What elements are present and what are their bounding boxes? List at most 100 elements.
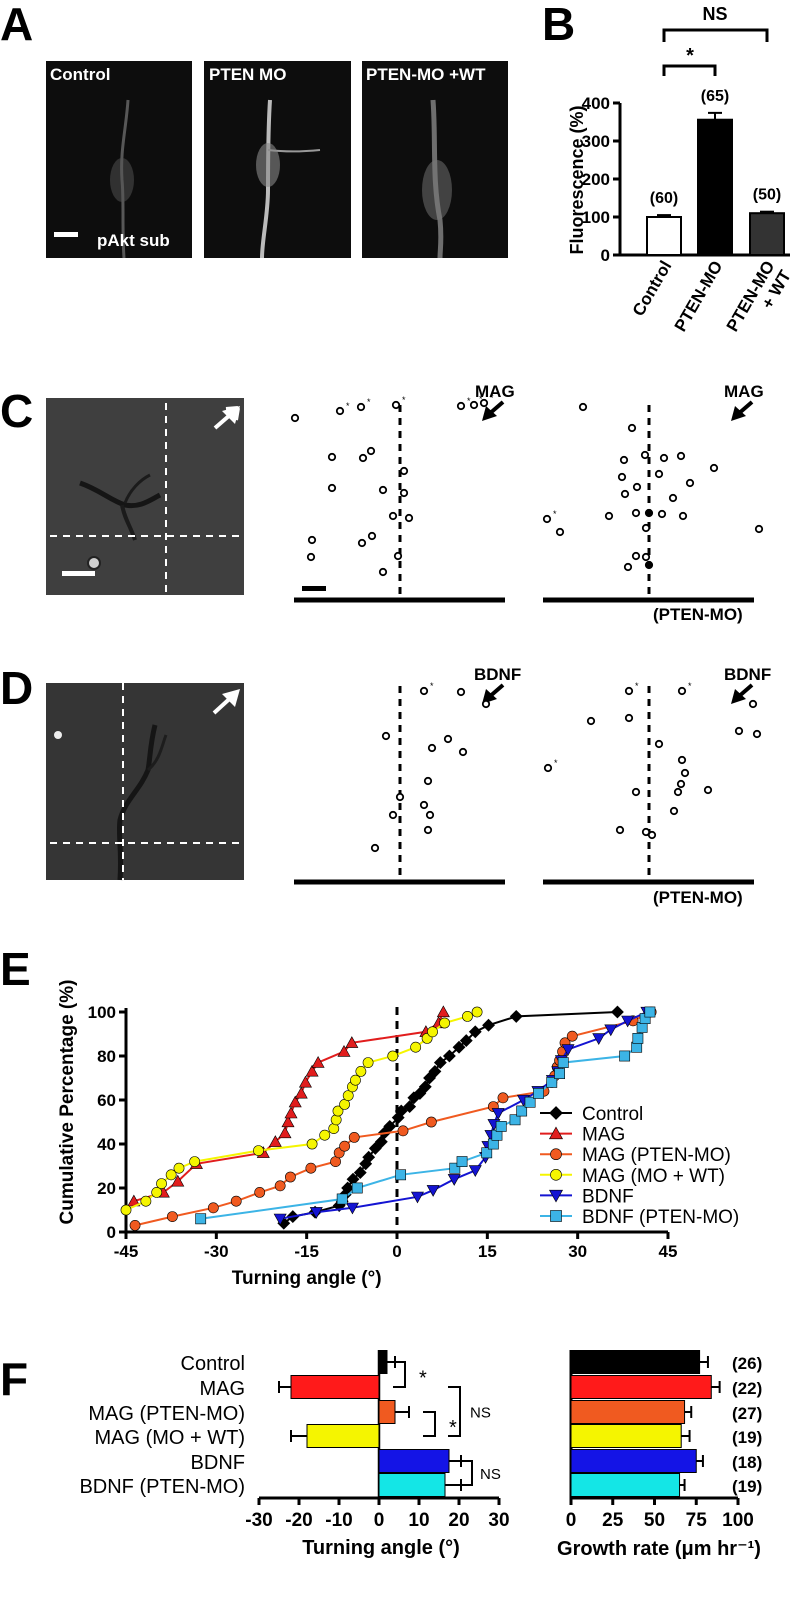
growth-cone-dot [657, 509, 667, 519]
data-point [273, 1213, 287, 1226]
data-point [332, 1105, 344, 1117]
star-marker: * [346, 401, 350, 411]
growth-cone-dot [378, 485, 388, 495]
data-point [459, 1034, 473, 1048]
growth-cone-dot [685, 478, 695, 488]
sig-label: * [419, 1368, 427, 1390]
star-marker: * [554, 758, 558, 768]
label-bdnf-left: BDNF [474, 665, 521, 684]
star-marker: * [479, 394, 483, 404]
x-tick-label: 30 [568, 1242, 587, 1261]
star-marker: * [367, 397, 371, 407]
data-point [610, 1005, 624, 1019]
category-label: MAG [199, 1378, 245, 1400]
label-pten-mo-c: (PTEN-MO) [653, 605, 743, 624]
star-marker: * [467, 396, 471, 406]
data-point [426, 1185, 440, 1197]
data-point [439, 1017, 450, 1029]
data-point [619, 1050, 631, 1062]
data-point [456, 1156, 468, 1167]
growth-cone-dot [752, 729, 762, 739]
y-axis-label: Cumulative Percentage (%) [57, 980, 78, 1225]
x-tick-label: -45 [114, 1242, 139, 1261]
growth-cone-dot [335, 406, 345, 416]
growth-cone-dot [419, 800, 429, 810]
data-point [491, 1108, 505, 1120]
data-point [549, 1106, 563, 1120]
data-point [337, 1044, 351, 1057]
x-axis-label: Growth rate (μm hr⁻¹) [557, 1538, 761, 1560]
growth-cone-dot [632, 482, 642, 492]
data-point [351, 1182, 363, 1194]
image-caption-pakt: pAkt sub [97, 231, 170, 250]
growth-cone-dot [456, 687, 466, 697]
data-point [546, 1077, 558, 1088]
chart-f-growth-rate: 0 25 50 75 100 Growth rate (μm hr⁻¹) (26) (22) (… [557, 1350, 762, 1560]
growth-cone-dot [542, 514, 552, 524]
data-point [452, 1040, 466, 1054]
data-point [561, 1044, 575, 1057]
chart-f-turning-angle: -30 -20 -10 0 10 20 30 Turning angle (°) Control… [79, 1350, 510, 1559]
data-point [533, 1088, 544, 1099]
bar [378, 1473, 446, 1497]
growth-cone-dot [734, 726, 744, 736]
growth-cone-dot [604, 511, 614, 521]
turning-trace-d: BDNF BDNF (PTEN-MO) * * * * [294, 665, 771, 907]
sig-label-outer: NS [702, 4, 727, 24]
category-label: MAG (PTEN-MO) [88, 1403, 245, 1425]
arrow-icon [731, 683, 754, 704]
x-tick-label: -20 [285, 1510, 312, 1531]
growth-cone-dot [423, 825, 433, 835]
growth-cone-dot [290, 413, 300, 423]
data-point [171, 1174, 185, 1187]
growth-cone-dot [640, 450, 650, 460]
star-marker: * [402, 395, 406, 405]
data-point [554, 1068, 565, 1079]
data-point [592, 1033, 606, 1046]
data-point [509, 1009, 523, 1023]
sig-label: NS [470, 1405, 491, 1422]
growth-cone-dot [479, 398, 489, 408]
growth-cone-dot [659, 453, 669, 463]
x-axis-label: Turning angle (°) [302, 1537, 460, 1559]
x-tick-label: PTEN-MO [671, 258, 727, 335]
bar [570, 1375, 712, 1399]
x-tick-label: 25 [602, 1510, 624, 1531]
data-point [524, 1096, 536, 1108]
data-point [397, 1125, 409, 1137]
x-tick-label-line: Control [629, 258, 676, 320]
data-point [207, 1202, 219, 1214]
data-point [403, 1100, 417, 1114]
y-tick-label: 40 [97, 1135, 116, 1154]
growth-cone-dot [641, 552, 651, 562]
bar [378, 1449, 450, 1473]
bar [646, 216, 682, 256]
growth-cone-dot [481, 699, 491, 709]
growth-cone-dot [399, 488, 409, 498]
data-point [548, 1126, 564, 1140]
sig-bracket-inner [662, 64, 717, 76]
data-point [362, 1150, 376, 1164]
growth-cone-dot [617, 472, 627, 482]
star-marker: * [553, 509, 557, 519]
y-tick-label: 60 [97, 1091, 116, 1110]
bar [570, 1350, 701, 1374]
growth-cone-dot [586, 716, 596, 726]
data-point [298, 1075, 312, 1088]
data-point [449, 1162, 461, 1174]
growth-cone-dot [615, 825, 625, 835]
growth-cone-dot [399, 466, 409, 476]
growth-cone-dot [307, 535, 317, 545]
data-point [166, 1211, 178, 1222]
chart-e-cumulative: 0 20 40 60 80 100 -45 -30 -15 0 15 30 45 Cumulative P… [57, 980, 739, 1289]
data-point [362, 1057, 374, 1068]
data-point [345, 1036, 359, 1048]
data-point [604, 1024, 618, 1037]
sig-bracket-outer [662, 28, 769, 42]
growth-cone-dot [393, 551, 403, 561]
x-tick-label: 0 [374, 1510, 385, 1531]
growth-cone-dot [748, 699, 758, 709]
data-point [342, 1090, 354, 1101]
data-point [394, 1104, 408, 1118]
data-point [632, 1033, 644, 1044]
